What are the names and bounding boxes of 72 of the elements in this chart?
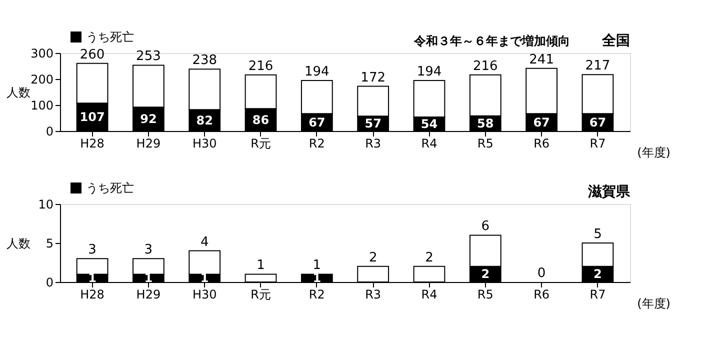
x-axis-title: (年度) (637, 146, 670, 160)
chart-title: 全国 (601, 33, 630, 49)
y-tick-label: 0 (46, 276, 54, 290)
y-tick-label: 300 (30, 46, 54, 60)
data-label: 67 (308, 115, 326, 130)
data-label: 107 (80, 110, 105, 124)
x-tick-label: R4 (421, 136, 438, 150)
data-label: 82 (196, 113, 213, 128)
total-label: 216 (248, 58, 274, 74)
data-label: 86 (252, 112, 270, 127)
y-tick-label: 100 (30, 98, 54, 112)
total-label: 241 (529, 52, 554, 68)
total-label: 217 (585, 58, 610, 74)
x-tick-label: H30 (192, 288, 217, 302)
total-label: 216 (472, 58, 498, 74)
x-tick-label: R元 (250, 288, 271, 302)
data-label: 58 (477, 116, 494, 130)
y-axis-title: 人数 (6, 86, 30, 100)
x-tick-label: H28 (80, 288, 104, 302)
chart-title: 滋賀県 (587, 184, 631, 200)
x-tick-label: H28 (80, 136, 104, 150)
x-tick-label: R7 (590, 288, 606, 302)
x-tick-label: R6 (534, 288, 550, 302)
total-label: 194 (416, 64, 442, 80)
data-label: 67 (533, 115, 550, 130)
total-label: 253 (136, 49, 161, 64)
data-label: 92 (140, 112, 157, 126)
x-tick-label: H30 (192, 136, 217, 150)
x-tick-label: R5 (477, 136, 494, 150)
x-tick-label: R元 (250, 136, 271, 150)
data-label: 54 (420, 116, 438, 131)
y-tick-label: 200 (30, 72, 54, 86)
total-label: 260 (80, 47, 105, 62)
x-tick-label: R7 (590, 136, 606, 150)
total-label: 3 (88, 242, 96, 258)
total-label: 1 (312, 258, 322, 274)
text: 令和３年～６年まで増加傾向 (413, 34, 570, 48)
data-label: 1 (312, 271, 322, 286)
total-label: 6 (481, 219, 490, 234)
data-label: 1 (88, 271, 96, 286)
y-axis-title: 人数 (6, 236, 30, 250)
x-tick-label: R4 (421, 288, 438, 302)
x-tick-label: R6 (534, 136, 550, 150)
x-tick-label: R2 (308, 136, 325, 150)
data-label: 1 (200, 271, 209, 286)
total-label: 2 (425, 250, 434, 266)
x-tick-label: H29 (136, 136, 161, 150)
total-label: 172 (360, 70, 386, 86)
data-label: 1 (144, 271, 153, 286)
total-label: 238 (192, 53, 218, 68)
total-label: 5 (594, 227, 602, 242)
data-label: 67 (589, 115, 606, 130)
x-tick-label: R2 (308, 288, 325, 302)
y-tick-label: 0 (46, 124, 54, 138)
x-tick-label: R3 (365, 288, 382, 302)
data-label: 57 (364, 116, 382, 131)
x-tick-label: R3 (365, 136, 382, 150)
x-axis-title: (年度) (637, 296, 670, 310)
total-label: 4 (200, 234, 209, 250)
total-label: 0 (537, 266, 546, 281)
total-label: 3 (144, 242, 153, 258)
data-label: 2 (594, 267, 602, 282)
y-tick-label: 5 (46, 236, 54, 250)
x-tick-label: R5 (477, 288, 494, 302)
legend-label: うち死亡 (86, 181, 134, 195)
legend-label: うち死亡 (86, 30, 134, 44)
total-label: 2 (368, 250, 378, 266)
total-label: 194 (304, 64, 330, 80)
data-label: 2 (481, 267, 490, 282)
y-tick-label: 10 (38, 198, 54, 212)
total-label: 1 (256, 258, 265, 274)
x-tick-label: H29 (136, 288, 161, 302)
